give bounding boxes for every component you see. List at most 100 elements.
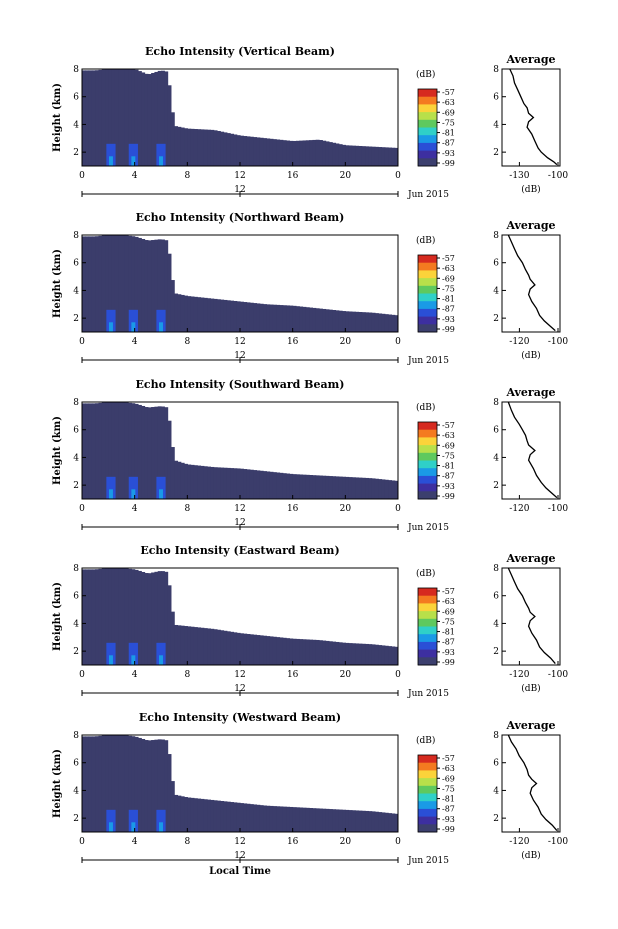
x-tick-label: 0 — [395, 337, 401, 347]
colorbar-tick-label: -69 — [442, 108, 455, 117]
average-x-tick-label: -100 — [548, 837, 568, 847]
heatmap-column — [101, 568, 106, 665]
heatmap-column — [105, 235, 109, 332]
heatmap-column — [295, 306, 300, 332]
x-tick-label: 20 — [340, 337, 352, 347]
heatmap-column — [342, 144, 346, 166]
heatmap-column — [91, 569, 96, 665]
heatmap-column — [355, 311, 360, 332]
heatmap-column — [184, 128, 188, 166]
heatmap-column — [272, 636, 277, 665]
x-tick-label: 8 — [184, 171, 190, 181]
heatmap-column — [358, 145, 363, 166]
heatmap-column — [240, 468, 244, 499]
heatmap-column — [325, 475, 330, 499]
heatmap-column — [309, 475, 314, 499]
heatmap-column — [374, 146, 379, 166]
echo-core — [108, 322, 113, 332]
heatmap-column — [358, 477, 363, 499]
heatmap-column — [335, 641, 340, 665]
heatmap-column — [246, 302, 251, 332]
heatmap-column — [338, 809, 343, 832]
heatmap-column — [233, 134, 238, 166]
heatmap-column — [276, 139, 281, 166]
heatmap-column — [200, 465, 205, 499]
heatmap-column — [361, 312, 366, 332]
average-y-tick-label: 2 — [493, 814, 499, 824]
average-title: Average — [505, 386, 555, 399]
colorbar-swatch — [418, 437, 437, 446]
average-y-tick-label: 8 — [493, 564, 499, 574]
heatmap-column — [384, 812, 389, 832]
heatmap-column — [328, 809, 333, 832]
heatmap-column — [157, 739, 162, 832]
colorbar-swatch — [418, 445, 437, 454]
heatmap-column — [128, 735, 132, 832]
heatmap-column — [371, 312, 376, 332]
heatmap-column — [147, 74, 152, 166]
heatmap-column — [190, 128, 195, 166]
x-tick-label: 4 — [132, 837, 138, 847]
y-tick-label: 2 — [73, 647, 79, 657]
x-tick-label: 20 — [340, 670, 352, 680]
heatmap-column — [82, 403, 86, 499]
average-frame — [501, 401, 561, 500]
heatmap-column — [207, 298, 211, 332]
average-y-tick-label: 8 — [493, 65, 499, 75]
heatmap-column — [302, 807, 307, 832]
heatmap-column — [128, 402, 132, 499]
heatmap-column — [342, 476, 346, 499]
heatmap-column — [174, 624, 179, 665]
heatmap-column — [322, 640, 327, 665]
heatmap-column — [157, 70, 162, 166]
heatmap-column — [213, 298, 218, 332]
heatmap-column — [378, 313, 383, 332]
colorbar-tick-label: -93 — [442, 648, 455, 657]
average-title: Average — [505, 53, 555, 66]
date-label: Jun 2015 — [407, 689, 449, 699]
heatmap-column — [85, 403, 90, 499]
heatmap-column — [361, 146, 366, 166]
heatmap-column — [137, 737, 142, 832]
average-x-axis-label: (dB) — [521, 683, 540, 694]
x-tick-label: 0 — [395, 171, 401, 181]
heatmap-column — [233, 802, 238, 832]
echo-core — [106, 143, 116, 166]
heatmap-column — [332, 310, 337, 332]
heatmap-column — [187, 296, 192, 332]
heatmap-column — [151, 740, 156, 832]
heatmap-column — [345, 642, 350, 665]
echo-core — [128, 809, 138, 832]
y-tick-label: 8 — [73, 65, 79, 75]
echo-core — [128, 143, 138, 166]
heatmap-column — [249, 469, 254, 499]
heatmap-column — [180, 294, 185, 332]
average-y-tick-label: 8 — [493, 231, 499, 241]
heatmap-column — [249, 302, 254, 332]
heatmap-column — [213, 800, 218, 832]
colorbar-tick-label: -99 — [442, 658, 455, 667]
heatmap-column — [351, 643, 356, 665]
heatmap-column — [243, 469, 248, 499]
average-y-tick-label: 8 — [493, 398, 499, 408]
colorbar-swatch — [418, 150, 437, 159]
heatmap-column — [85, 236, 90, 332]
echo-core — [156, 476, 166, 499]
y-axis-label: Height (km) — [52, 83, 63, 152]
heatmap-column — [210, 628, 215, 665]
heatmap-column — [187, 797, 192, 832]
heatmap-column — [391, 813, 396, 832]
heatmap-column — [351, 810, 356, 832]
heatmap-column — [131, 569, 136, 665]
average-x-tick-label: -120 — [509, 337, 529, 347]
heatmap-column — [210, 129, 215, 166]
echo-core — [159, 156, 163, 166]
heatmap-column — [82, 736, 86, 832]
heatmap-column — [276, 304, 281, 332]
x-tick-label: 8 — [184, 504, 190, 514]
average-title: Average — [505, 719, 555, 732]
heatmap-column — [137, 404, 142, 499]
heatmap-column — [394, 315, 398, 332]
heatmap-column — [95, 236, 100, 332]
heatmap-column — [144, 73, 149, 166]
